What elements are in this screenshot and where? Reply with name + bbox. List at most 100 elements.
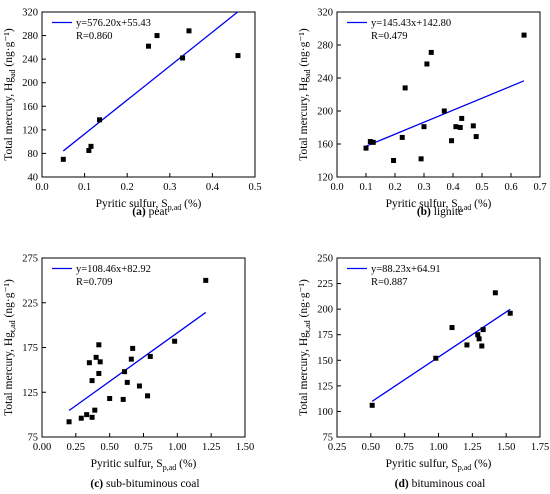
x-tick-label: 0.0	[330, 182, 343, 193]
data-point	[492, 290, 498, 296]
x-tick-label: 0.00	[33, 442, 51, 453]
data-point	[78, 415, 84, 421]
x-tick-label: 0.75	[395, 442, 413, 453]
fit-line	[68, 311, 207, 412]
panel-a: 0.0 0.1 0.2 0.3 0.4 0.5 40 80 120 160 200 240 280 320…	[3, 8, 262, 219]
data-point	[96, 342, 102, 348]
data-point	[418, 156, 424, 162]
data-point	[391, 158, 397, 163]
x-tick-label: 0.25	[67, 442, 85, 453]
x-tick-label: 0.2	[388, 182, 401, 193]
y-tick-label: 240	[317, 74, 333, 85]
y-tick-label: 320	[22, 8, 38, 19]
data-point	[145, 393, 151, 399]
fit-line	[371, 308, 511, 402]
data-point	[154, 33, 160, 39]
data-point	[84, 412, 90, 418]
y-tick-label: 320	[317, 8, 333, 19]
data-point	[122, 369, 128, 375]
x-tick-label: 0.7	[533, 182, 546, 193]
y-tick-label: 175	[317, 330, 333, 341]
x-tick-label: 0.5	[248, 182, 261, 193]
y-tick-label: 160	[317, 140, 333, 151]
data-point	[89, 378, 95, 384]
y-axis-label: Total mercury, Hgad (ng·g⁻¹)	[298, 28, 312, 161]
data-point	[186, 28, 192, 34]
x-axis-label: Pyritic sulfur, Sp,ad (%)	[386, 198, 492, 212]
y-tick-label: 275	[22, 254, 38, 265]
y-tick-label: 200	[317, 107, 333, 118]
data-point	[97, 359, 103, 365]
y-tick-label: 200	[317, 305, 333, 316]
data-point	[363, 145, 369, 151]
data-point	[464, 342, 470, 348]
y-tick-label: 225	[22, 298, 38, 309]
legend-r-value: R=0.887	[371, 277, 408, 288]
x-tick-label: 0.50	[100, 442, 118, 453]
data-point	[172, 338, 178, 344]
x-tick-label: 1.00	[429, 442, 447, 453]
y-tick-label: 100	[317, 407, 333, 418]
data-point	[424, 61, 430, 67]
data-point	[370, 139, 376, 145]
x-tick-label: 0.3	[163, 182, 176, 193]
y-tick-label: 240	[22, 55, 38, 66]
data-point	[428, 49, 434, 55]
y-tick-label: 120	[317, 173, 333, 184]
data-point	[93, 354, 99, 360]
y-tick-label: 150	[317, 356, 333, 367]
panel-caption: (a) peat	[132, 206, 168, 218]
y-tick-label: 125	[317, 381, 333, 392]
data-point	[180, 55, 186, 61]
plot-frame	[41, 257, 246, 438]
data-point	[459, 115, 465, 121]
data-point	[128, 356, 134, 362]
legend-equation: y=576.20x+55.43	[76, 18, 151, 29]
data-point	[507, 310, 513, 316]
panel-c: 0.00 0.25 0.50 0.75 1.00 1.25 1.50 75 125 175 225 2…	[3, 254, 254, 491]
data-point	[457, 125, 463, 130]
data-point	[453, 124, 459, 130]
data-point	[235, 53, 241, 59]
y-tick-label: 75	[28, 433, 39, 444]
y-tick-label: 225	[317, 279, 333, 290]
x-tick-label: 1.50	[236, 442, 254, 453]
data-point	[97, 117, 103, 123]
panel-caption: (b) lignite	[417, 206, 463, 218]
x-tick-label: 0.50	[362, 442, 380, 453]
plot-frame	[41, 11, 256, 178]
y-axis-label: Total mercury, Hgad (ng·g⁻¹)	[3, 28, 17, 161]
x-axis-label: Pyritic sulfur, Sp,ad (%)	[91, 458, 197, 472]
x-tick-label: 0.2	[121, 182, 134, 193]
data-point	[86, 147, 92, 153]
panel-caption: (d) bituminous coal	[395, 478, 486, 490]
y-tick-label: 280	[317, 41, 333, 52]
y-tick-label: 120	[22, 125, 38, 136]
data-point	[96, 370, 102, 376]
x-tick-label: 1.75	[531, 442, 549, 453]
data-point	[479, 343, 485, 349]
plot-frame	[336, 257, 541, 438]
x-tick-label: 1.25	[202, 442, 220, 453]
data-point	[402, 85, 408, 91]
legend-r-value: R=0.709	[76, 277, 113, 288]
data-point	[107, 396, 113, 402]
y-tick-label: 160	[22, 102, 38, 113]
x-tick-label: 0.25	[328, 442, 346, 453]
data-point	[146, 43, 151, 49]
data-point	[147, 353, 153, 359]
y-tick-label: 175	[22, 343, 38, 354]
legend-r-value: R=0.479	[371, 31, 408, 42]
fit-line	[62, 11, 239, 152]
y-tick-label: 250	[317, 254, 333, 265]
data-point	[86, 360, 92, 366]
data-point	[60, 156, 66, 162]
x-tick-label: 1.00	[168, 442, 186, 453]
panel-d: 0.25 0.50 0.75 1.00 1.25 1.50 1.75 75 100 125 150 1…	[298, 254, 549, 491]
data-point	[130, 345, 136, 351]
data-point	[449, 325, 455, 331]
legend-equation: y=145.43x+142.80	[371, 18, 451, 29]
legend-equation: y=88.23x+64.91	[371, 264, 441, 275]
data-point	[476, 336, 482, 342]
